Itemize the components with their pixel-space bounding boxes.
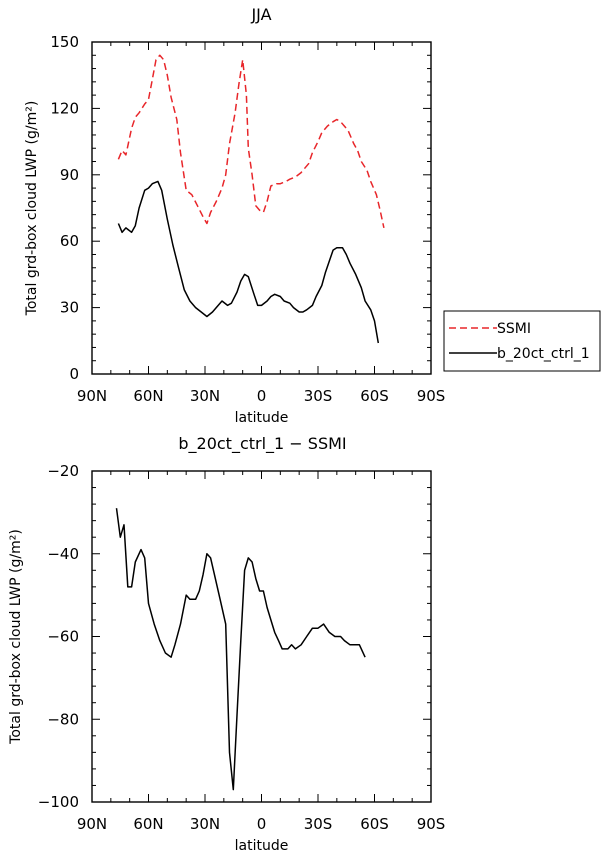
x-tick-label: 30S: [304, 815, 333, 833]
y-tick-label: −40: [47, 545, 79, 563]
legend-entry-label: b_20ct_ctrl_1: [497, 346, 590, 362]
series-line-b-20ct-ctrl-1: [117, 180, 380, 344]
x-tick-label: 90N: [77, 387, 107, 405]
y-tick-label: −100: [38, 793, 79, 811]
x-tick-label: 30N: [190, 815, 220, 833]
bottom-panel-plot: 90N 60N 30N 0 30S 60S 90S −100 −80 −60 −40 −20 b_20c…: [8, 434, 445, 854]
series-line-ssmi: [117, 54, 385, 229]
x-tick-label: 0: [257, 387, 267, 405]
x-tick-label: 30S: [304, 387, 333, 405]
series-line-difference: [115, 508, 366, 791]
chart-title: b_20ct_ctrl_1 − SSMI: [178, 434, 346, 454]
y-tick-label: −20: [47, 462, 79, 480]
x-tick-label: 90N: [77, 815, 107, 833]
legend: SSMI b_20ct_ctrl_1: [443, 310, 601, 372]
legend-box: [443, 310, 601, 372]
y-tick-label: −80: [47, 710, 79, 728]
y-tick-label: 150: [50, 33, 79, 51]
legend-entry-label: SSMI: [497, 321, 531, 337]
x-tick-label: 0: [257, 815, 267, 833]
top-panel-plot: 90N 60N 30N 0 30S 60S 90S 0 30 60 90 120 150 JJA latit…: [24, 5, 445, 426]
x-tick-label: 60S: [360, 387, 389, 405]
x-tick-label: 30N: [190, 387, 220, 405]
chart-title: JJA: [250, 5, 271, 24]
x-tick-label: 60N: [133, 815, 163, 833]
y-axis-label: Total grd-box cloud LWP (g/m²): [24, 101, 40, 317]
x-tick-label: 60N: [133, 387, 163, 405]
plot-frame: [91, 470, 432, 803]
x-tick-label: 90S: [417, 387, 446, 405]
x-tick-label: 60S: [360, 815, 389, 833]
x-axis-label: latitude: [235, 838, 289, 854]
y-axis-label: Total grd-box cloud LWP (g/m²): [8, 529, 24, 745]
y-tick-label: −60: [47, 628, 79, 646]
y-tick-label: 60: [60, 232, 79, 250]
x-axis-label: latitude: [235, 410, 289, 426]
y-tick-label: 120: [50, 99, 79, 117]
y-tick-label: 90: [60, 166, 79, 184]
x-tick-label: 90S: [417, 815, 446, 833]
y-tick-label: 0: [69, 365, 79, 383]
y-tick-label: 30: [60, 299, 79, 317]
